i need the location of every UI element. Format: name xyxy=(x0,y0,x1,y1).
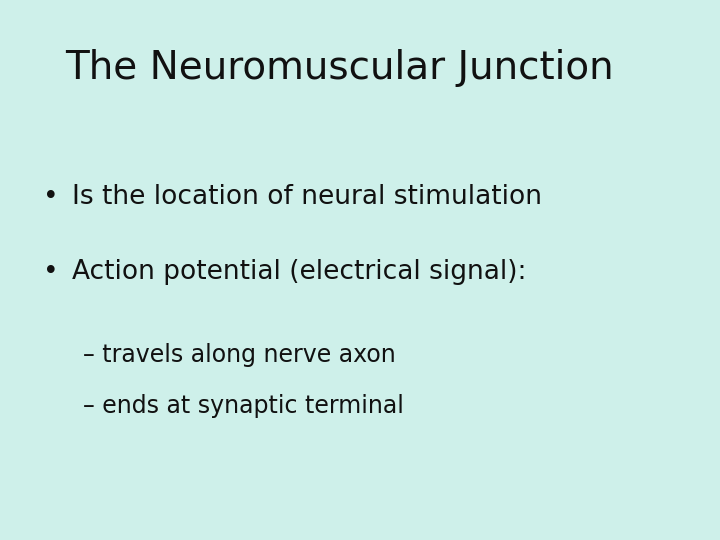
Text: •: • xyxy=(43,184,59,210)
Text: Action potential (electrical signal):: Action potential (electrical signal): xyxy=(72,259,526,285)
Text: Is the location of neural stimulation: Is the location of neural stimulation xyxy=(72,184,542,210)
Text: – travels along nerve axon: – travels along nerve axon xyxy=(83,343,395,367)
Text: •: • xyxy=(43,259,59,285)
Text: The Neuromuscular Junction: The Neuromuscular Junction xyxy=(65,49,613,86)
Text: – ends at synaptic terminal: – ends at synaptic terminal xyxy=(83,394,404,418)
